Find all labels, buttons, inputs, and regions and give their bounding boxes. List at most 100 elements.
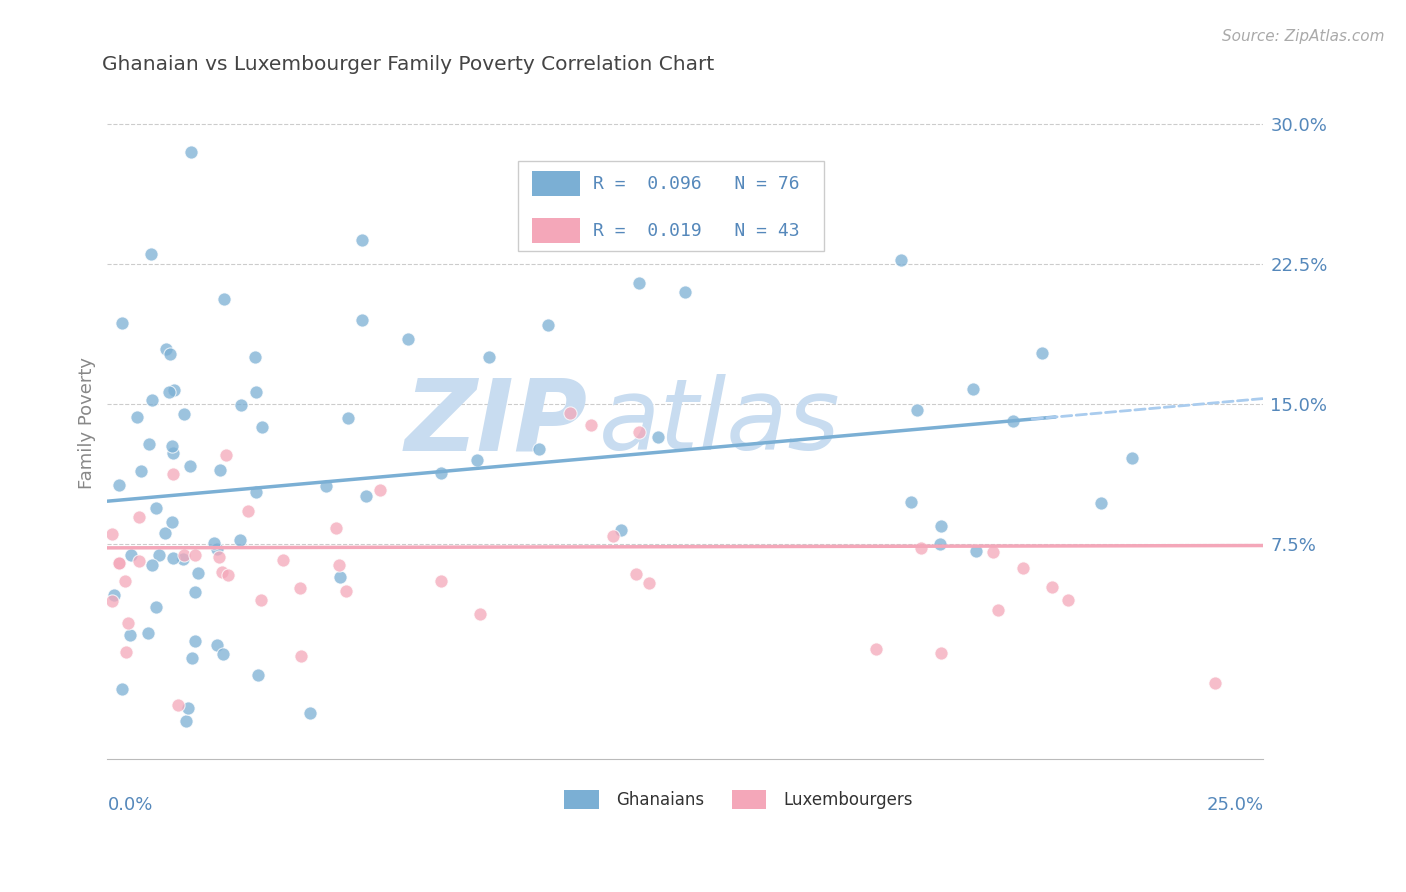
Point [187, 566, 209, 580]
Point [315, 479, 337, 493]
Point [162, 446, 184, 460]
Point [184, 584, 207, 599]
Point [153, 525, 176, 540]
Point [325, 521, 347, 535]
Point [167, 698, 190, 713]
Text: R =  0.019   N = 43: R = 0.019 N = 43 [593, 221, 800, 240]
Point [337, 410, 360, 425]
Point [245, 351, 267, 365]
Point [155, 342, 177, 356]
Point [905, 402, 928, 417]
Point [127, 409, 149, 424]
Point [465, 452, 488, 467]
Point [1031, 346, 1053, 360]
Point [111, 316, 134, 330]
Point [966, 543, 988, 558]
Point [865, 642, 887, 657]
Point [179, 458, 201, 473]
Point [928, 537, 950, 551]
Text: R =  0.096   N = 76: R = 0.096 N = 76 [593, 175, 800, 193]
Point [1090, 496, 1112, 510]
Point [350, 233, 373, 247]
Point [120, 549, 142, 563]
Point [101, 527, 124, 541]
Point [117, 616, 139, 631]
Point [987, 603, 1010, 617]
Point [647, 430, 669, 444]
Point [108, 556, 131, 570]
Point [209, 463, 232, 477]
Point [354, 489, 377, 503]
Text: 0.0%: 0.0% [107, 796, 153, 814]
Point [900, 495, 922, 509]
Point [160, 515, 183, 529]
Point [328, 558, 350, 573]
Point [172, 552, 194, 566]
Point [145, 599, 167, 614]
Point [181, 650, 204, 665]
Point [162, 550, 184, 565]
Point [981, 545, 1004, 559]
Point [173, 407, 195, 421]
FancyBboxPatch shape [731, 790, 766, 809]
Point [136, 625, 159, 640]
Point [145, 501, 167, 516]
Point [180, 145, 202, 160]
Text: Ghanaians: Ghanaians [616, 791, 704, 809]
Point [177, 701, 200, 715]
Point [673, 285, 696, 300]
Point [637, 575, 659, 590]
FancyBboxPatch shape [531, 218, 581, 244]
FancyBboxPatch shape [531, 170, 581, 196]
Point [184, 634, 207, 648]
Point [159, 347, 181, 361]
Point [212, 293, 235, 307]
FancyBboxPatch shape [517, 161, 824, 252]
Point [205, 638, 228, 652]
FancyBboxPatch shape [564, 790, 599, 809]
Point [329, 570, 352, 584]
Text: Source: ZipAtlas.com: Source: ZipAtlas.com [1222, 29, 1385, 44]
Point [247, 668, 270, 682]
Point [1057, 593, 1080, 607]
Point [1204, 676, 1226, 690]
Point [271, 553, 294, 567]
Point [890, 252, 912, 267]
Point [626, 567, 648, 582]
Point [103, 589, 125, 603]
Point [628, 276, 651, 290]
Point [110, 681, 132, 696]
Point [128, 554, 150, 568]
Point [173, 548, 195, 562]
Point [148, 548, 170, 562]
Point [527, 442, 550, 456]
Point [1121, 451, 1143, 466]
Point [217, 568, 239, 582]
Point [245, 484, 267, 499]
Point [1001, 414, 1024, 428]
Point [114, 574, 136, 589]
Point [335, 583, 357, 598]
Point [1040, 581, 1063, 595]
Point [211, 647, 233, 661]
Point [249, 593, 271, 607]
Point [470, 607, 492, 622]
Text: atlas: atlas [599, 375, 841, 471]
Text: ZIP: ZIP [404, 375, 588, 471]
Point [350, 313, 373, 327]
Point [430, 574, 453, 588]
Point [141, 392, 163, 407]
Point [128, 509, 150, 524]
Point [138, 437, 160, 451]
Point [101, 594, 124, 608]
Point [478, 350, 501, 364]
Point [228, 533, 250, 547]
Point [157, 384, 180, 399]
Point [107, 478, 129, 492]
Point [910, 541, 932, 555]
Point [115, 645, 138, 659]
Point [211, 566, 233, 580]
Point [558, 407, 581, 421]
Point [610, 523, 633, 537]
Point [396, 332, 419, 346]
